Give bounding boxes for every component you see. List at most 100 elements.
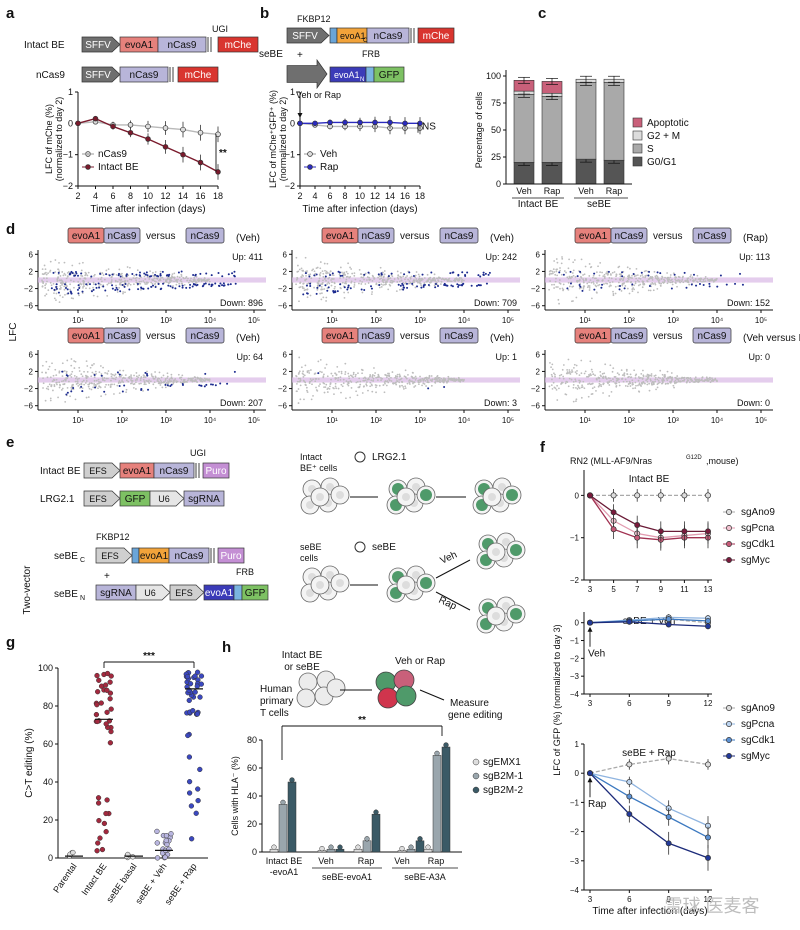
d-down-point <box>695 284 698 287</box>
e-lrg-label: LRG2.1 <box>40 494 75 505</box>
d-down-point <box>119 290 122 293</box>
d-ytick-label: −2 <box>24 385 34 394</box>
d-point <box>705 376 708 379</box>
d-point <box>672 384 675 387</box>
d-point <box>425 385 427 387</box>
d-point <box>138 382 141 385</box>
d-point <box>647 374 650 377</box>
d-point <box>629 376 632 379</box>
g-ytick-label: 40 <box>43 777 53 787</box>
f-intact-line-sgCdk1 <box>589 495 708 541</box>
d-point <box>408 383 411 385</box>
d-point <box>567 385 570 388</box>
d-point <box>707 278 710 281</box>
d-point <box>703 380 706 383</box>
d-up-point <box>90 275 93 278</box>
d-point <box>297 377 300 380</box>
d-point <box>378 281 381 284</box>
b-rap-point <box>312 120 318 127</box>
g-point <box>130 854 136 860</box>
d-point <box>555 270 558 273</box>
d-ytick-label: −6 <box>24 302 34 311</box>
d-down-count: Down: 896 <box>220 298 263 308</box>
d-point <box>70 358 73 360</box>
d-point <box>438 379 441 382</box>
e-cell-green-nucleus <box>488 493 496 501</box>
d-point <box>393 278 396 280</box>
d-point <box>441 380 443 382</box>
d-point <box>419 280 421 283</box>
d-point <box>568 285 571 288</box>
d-point <box>104 386 107 388</box>
d-point <box>387 372 389 375</box>
d-point <box>140 276 142 279</box>
d-point <box>654 378 657 381</box>
d-down-point <box>104 289 107 292</box>
b-gfp <box>373 66 405 83</box>
g-point <box>102 682 109 688</box>
d-point <box>325 296 328 299</box>
d-up-count: Up: 242 <box>485 252 517 262</box>
d-point <box>635 274 637 277</box>
d-down-point <box>178 285 181 288</box>
d-point <box>625 380 628 383</box>
g-point <box>194 711 201 717</box>
d-point <box>324 277 326 280</box>
d-point <box>187 277 189 280</box>
d-point <box>676 381 678 384</box>
d-point <box>207 278 209 281</box>
d-point <box>440 377 443 380</box>
d-point <box>325 363 328 366</box>
d-point <box>648 389 651 392</box>
f-legend-label: sgAno9 <box>741 507 775 518</box>
e-u6 <box>149 490 185 507</box>
d-point <box>119 369 121 372</box>
d-point <box>310 277 313 280</box>
d-point <box>59 285 62 287</box>
d-point <box>332 387 334 389</box>
d-point <box>58 370 61 373</box>
d-up-point <box>180 270 183 273</box>
d-point <box>433 273 436 276</box>
d-down-point <box>234 282 237 285</box>
d-point <box>560 382 563 385</box>
b-sffv <box>286 27 330 44</box>
d-point <box>94 384 97 386</box>
d-point <box>649 378 652 381</box>
d-point <box>355 390 358 393</box>
g-ytick-label: 0 <box>48 853 53 863</box>
d-up-point <box>304 272 307 275</box>
d-down-point <box>360 288 363 291</box>
d-versus: versus <box>400 331 429 342</box>
d-ytick-label: −6 <box>278 302 288 311</box>
d-point <box>621 374 624 377</box>
d-point <box>620 273 622 275</box>
h-significance: ** <box>358 715 366 726</box>
d-title-ncas9-text: nCas9 <box>615 331 644 342</box>
d-point <box>661 281 664 284</box>
g-point <box>163 837 169 844</box>
d-title-ncas9 <box>357 327 395 344</box>
d-point <box>463 279 465 282</box>
d-point <box>47 388 50 391</box>
d-point <box>143 275 146 278</box>
panel-f-label: f <box>540 439 545 456</box>
d-point <box>588 263 591 265</box>
d-point <box>86 274 89 277</box>
d-point <box>388 374 391 377</box>
b-frb-label: FRB <box>362 49 380 59</box>
d-point <box>669 276 672 279</box>
d-point <box>140 288 142 291</box>
d-point <box>313 373 316 375</box>
d-point <box>169 379 171 382</box>
d-point <box>130 278 133 281</box>
a-legend-ncas9: nCas9 <box>98 149 127 160</box>
d-point <box>71 370 74 373</box>
d-point <box>609 364 612 367</box>
d-point <box>656 276 659 278</box>
d-point <box>302 376 305 378</box>
d-point <box>127 380 130 383</box>
d-point <box>629 276 632 279</box>
b-frb-box <box>365 66 375 83</box>
d-point <box>98 380 100 383</box>
